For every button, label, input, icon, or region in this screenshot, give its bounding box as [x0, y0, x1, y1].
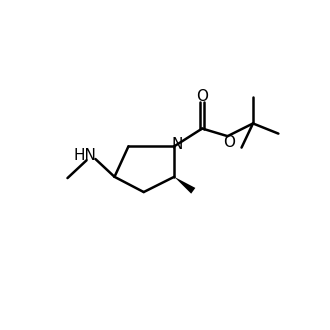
Text: O: O [196, 89, 208, 104]
Text: O: O [224, 135, 236, 150]
Polygon shape [174, 177, 195, 194]
Text: N: N [172, 137, 183, 152]
Text: HN: HN [74, 148, 97, 163]
